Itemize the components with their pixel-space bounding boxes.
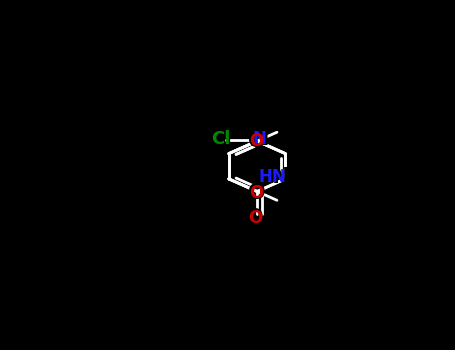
Text: O: O bbox=[248, 183, 265, 203]
Text: O: O bbox=[248, 131, 265, 150]
Text: O: O bbox=[249, 132, 263, 149]
Text: O: O bbox=[249, 184, 263, 202]
Text: N: N bbox=[251, 129, 268, 149]
Text: Cl: Cl bbox=[209, 129, 233, 149]
Text: HN: HN bbox=[255, 167, 290, 187]
Text: N: N bbox=[253, 130, 266, 148]
Text: O: O bbox=[246, 208, 263, 228]
Text: O: O bbox=[248, 209, 262, 227]
Text: HN: HN bbox=[259, 168, 287, 186]
Text: Cl: Cl bbox=[211, 130, 230, 148]
